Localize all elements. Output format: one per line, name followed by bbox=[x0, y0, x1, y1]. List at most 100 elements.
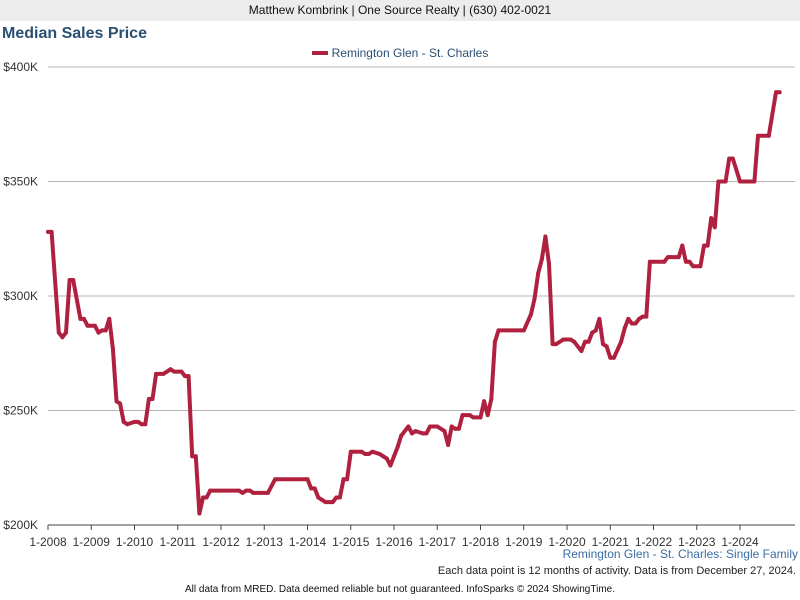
data-point bbox=[590, 330, 595, 335]
data-point bbox=[359, 449, 364, 454]
data-point bbox=[273, 477, 278, 482]
data-point bbox=[56, 330, 61, 335]
y-tick-label: $400K bbox=[3, 60, 38, 74]
data-point bbox=[777, 90, 782, 95]
data-point bbox=[132, 419, 137, 424]
data-point bbox=[543, 234, 548, 239]
series-line bbox=[46, 90, 782, 516]
data-point bbox=[204, 495, 209, 500]
data-point bbox=[201, 495, 205, 500]
x-tick-label: 1-2014 bbox=[289, 535, 327, 549]
y-tick-label: $350K bbox=[3, 175, 38, 189]
footer: All data from MRED. Data deemed reliable… bbox=[184, 584, 615, 595]
data-point bbox=[766, 133, 771, 138]
data-point bbox=[709, 216, 714, 221]
data-point bbox=[482, 399, 487, 404]
data-point bbox=[413, 429, 418, 434]
data-point bbox=[633, 321, 638, 326]
data-point bbox=[143, 422, 148, 427]
x-tick-label: 1-2017 bbox=[419, 535, 457, 549]
data-point bbox=[154, 371, 159, 376]
data-point bbox=[705, 243, 710, 248]
axis-layer: $200K $250K $300K $350K $400K 1-2008 1-2009 1-2… bbox=[3, 60, 795, 549]
data-point bbox=[244, 488, 249, 493]
data-point bbox=[92, 323, 97, 328]
data-point bbox=[348, 449, 353, 454]
data-point bbox=[384, 456, 389, 461]
legend-swatch bbox=[311, 50, 328, 55]
y-tick-label: $300K bbox=[3, 289, 38, 303]
data-point bbox=[550, 342, 555, 347]
data-point bbox=[96, 330, 101, 335]
data-point bbox=[637, 316, 642, 321]
chart-title: Median Sales Price bbox=[2, 25, 147, 42]
data-point bbox=[471, 415, 476, 420]
data-point bbox=[179, 369, 184, 374]
data-point bbox=[774, 90, 778, 95]
data-point bbox=[161, 371, 166, 376]
data-point bbox=[150, 397, 155, 401]
data-point bbox=[197, 511, 202, 516]
data-point bbox=[183, 374, 187, 379]
data-point bbox=[730, 156, 735, 161]
data-point bbox=[727, 156, 732, 161]
x-tick-label: 1-2022 bbox=[635, 535, 673, 549]
data-point bbox=[49, 229, 54, 234]
x-tick-label: 1-2016 bbox=[375, 535, 413, 549]
data-point bbox=[586, 339, 591, 344]
data-point bbox=[78, 316, 83, 321]
data-point bbox=[251, 490, 256, 495]
data-point bbox=[186, 374, 191, 379]
y-tick-label: $200K bbox=[3, 518, 38, 532]
x-tick-label: 1-2021 bbox=[592, 535, 630, 549]
data-point bbox=[424, 431, 429, 436]
data-point bbox=[449, 424, 454, 429]
data-point bbox=[644, 314, 649, 319]
data-point bbox=[456, 426, 461, 431]
data-point bbox=[366, 452, 371, 456]
x-tick-label: 1-2011 bbox=[160, 535, 197, 549]
data-point bbox=[136, 419, 141, 424]
data-point bbox=[392, 454, 396, 459]
data-point bbox=[712, 225, 717, 230]
data-point bbox=[622, 326, 627, 331]
data-point bbox=[377, 452, 382, 456]
data-point bbox=[435, 424, 440, 429]
data-point bbox=[702, 243, 706, 248]
data-point bbox=[319, 497, 324, 502]
data-point bbox=[698, 264, 703, 269]
header-bar: Matthew Kombrink | One Source Realty | (… bbox=[0, 0, 800, 21]
data-point bbox=[561, 337, 566, 342]
legend-label: Remington Glen - St. Charles bbox=[331, 46, 489, 60]
data-point bbox=[265, 490, 270, 495]
data-point bbox=[687, 259, 692, 264]
data-point bbox=[60, 335, 65, 340]
data-point bbox=[640, 314, 645, 319]
data-point bbox=[683, 259, 688, 264]
data-point bbox=[312, 486, 317, 491]
data-point bbox=[125, 422, 130, 427]
data-point bbox=[669, 255, 674, 260]
data-point bbox=[341, 477, 346, 482]
data-point bbox=[611, 355, 616, 360]
data-point bbox=[691, 264, 696, 269]
data-point bbox=[64, 330, 68, 335]
data-point bbox=[532, 296, 537, 301]
data-point bbox=[103, 328, 108, 333]
data-point bbox=[626, 316, 631, 321]
x-tick-label: 1-2020 bbox=[548, 535, 586, 549]
data-point bbox=[539, 257, 544, 262]
data-point bbox=[453, 426, 458, 431]
data-point bbox=[521, 328, 526, 333]
data-point bbox=[316, 495, 321, 500]
data-point bbox=[647, 259, 652, 264]
data-point bbox=[629, 321, 634, 326]
data-point bbox=[579, 349, 584, 353]
data-point bbox=[676, 255, 681, 260]
data-point bbox=[208, 488, 213, 493]
data-point bbox=[334, 495, 339, 500]
data-point bbox=[662, 259, 667, 264]
data-point bbox=[172, 369, 177, 374]
data-point bbox=[237, 488, 241, 493]
